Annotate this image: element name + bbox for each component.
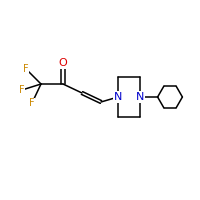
Text: F: F xyxy=(29,98,35,108)
Text: O: O xyxy=(59,58,67,68)
Text: N: N xyxy=(136,92,144,102)
Text: N: N xyxy=(114,92,122,102)
Text: F: F xyxy=(19,85,25,95)
Text: F: F xyxy=(23,64,29,74)
